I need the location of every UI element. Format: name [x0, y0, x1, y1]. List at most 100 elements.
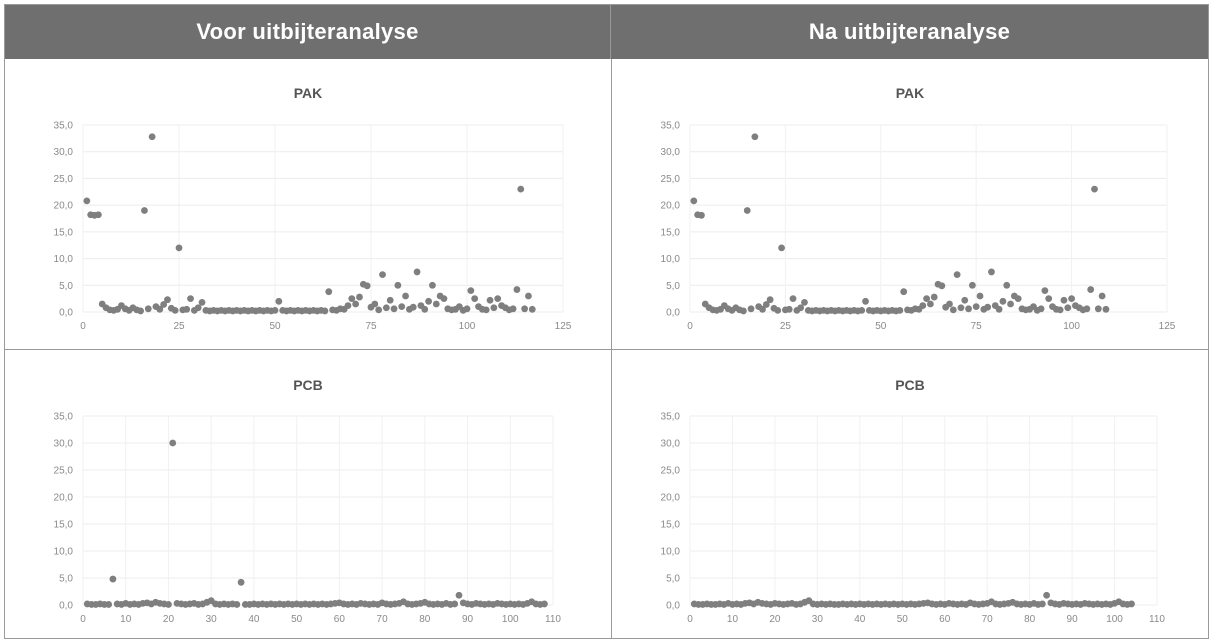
data-point — [923, 295, 930, 303]
data-point — [271, 306, 279, 314]
data-point — [789, 295, 797, 303]
data-point — [1014, 295, 1022, 303]
data-point — [1064, 304, 1072, 312]
data-point — [160, 301, 168, 308]
data-point — [344, 302, 352, 309]
data-point — [801, 298, 808, 306]
chart-title: PAK — [294, 85, 323, 101]
data-point — [541, 600, 548, 608]
y-tick-label: 10,0 — [661, 547, 681, 558]
x-tick-label: 80 — [1024, 614, 1036, 625]
y-tick-label: 20,0 — [661, 493, 681, 504]
y-tick-label: 0,0 — [59, 308, 73, 319]
y-tick-label: 35,0 — [661, 121, 681, 132]
y-tick-label: 15,0 — [661, 520, 681, 531]
data-point — [766, 296, 774, 304]
y-tick-label: 0,0 — [666, 308, 680, 319]
chart-title: PCB — [293, 377, 323, 393]
data-point — [525, 292, 532, 300]
data-point — [1087, 286, 1095, 293]
data-point — [785, 305, 793, 313]
x-tick-label: 25 — [780, 321, 792, 332]
chart-cell-pcb-after: PCB 0,0 5,0 10,0 15,0 20,0 25,0 30,0 35,0 0 10 20 30… — [612, 350, 1208, 638]
data-point — [517, 185, 525, 193]
data-point — [171, 306, 179, 314]
chart-cell-pak-before: PAK 0,0 5,0 10,0 15,0 20,0 25,0 30,0 35,0 0 25 50 75… — [5, 60, 611, 349]
x-tick-label: 20 — [163, 614, 175, 625]
x-tick-label: 0 — [80, 321, 86, 332]
data-point — [490, 304, 498, 312]
y-tick-label: 25,0 — [661, 466, 681, 477]
y-tick-label: 5,0 — [666, 574, 680, 585]
data-point — [386, 296, 394, 304]
data-point — [747, 305, 755, 313]
data-point — [961, 296, 969, 304]
y-tick-label: 0,0 — [59, 601, 73, 612]
y-tick-label: 15,0 — [661, 227, 681, 238]
data-point — [858, 306, 866, 314]
data-point — [1043, 591, 1051, 599]
data-point — [363, 282, 371, 290]
y-tick-label: 30,0 — [54, 147, 74, 158]
data-point — [949, 306, 957, 314]
data-point — [740, 307, 747, 315]
data-point — [109, 575, 117, 583]
comparison-panel: Voor uitbijteranalyse Na uitbijteranalys… — [4, 4, 1209, 639]
pak-after-chart: PAK 0,0 5,0 10,0 15,0 20,0 25,0 30,0 35,0 0 25 50 75… — [661, 85, 1176, 332]
y-tick-label: 20,0 — [54, 201, 74, 212]
header-after-outlier-analysis: Na uitbijteranalyse — [611, 5, 1208, 59]
data-point — [999, 297, 1007, 305]
x-tick-label: 100 — [1106, 614, 1123, 625]
data-point — [455, 591, 463, 599]
y-tick-label: 15,0 — [54, 227, 74, 238]
x-tick-label: 90 — [1067, 614, 1079, 625]
y-tick-label: 35,0 — [661, 412, 681, 423]
x-tick-label: 50 — [291, 614, 303, 625]
vertical-divider — [611, 59, 612, 638]
x-tick-label: 0 — [687, 321, 693, 332]
data-point — [1094, 305, 1102, 313]
data-point — [690, 197, 698, 205]
header-left-label: Voor uitbijteranalyse — [196, 19, 419, 44]
y-tick-label: 25,0 — [54, 174, 74, 185]
x-tick-label: 90 — [462, 614, 474, 625]
data-point — [927, 300, 934, 308]
y-tick-label: 10,0 — [54, 254, 74, 265]
data-point — [105, 601, 113, 608]
y-tick-label: 5,0 — [59, 281, 73, 292]
data-point — [1128, 600, 1135, 608]
data-point — [467, 287, 475, 295]
x-tick-label: 60 — [939, 614, 951, 625]
x-tick-label: 100 — [502, 614, 519, 625]
data-point — [141, 207, 148, 214]
data-point — [382, 304, 390, 312]
y-tick-label: 5,0 — [666, 281, 680, 292]
data-point — [900, 288, 908, 296]
data-point — [233, 601, 241, 608]
data-point — [521, 305, 528, 313]
data-point — [528, 305, 536, 313]
chart-cell-pcb-before: PCB 0,0 5,0 10,0 15,0 20,0 25,0 30,0 35,0 0 10 20 30… — [5, 350, 611, 638]
data-point — [957, 304, 965, 312]
data-point — [759, 305, 766, 313]
chart-title: PCB — [895, 377, 925, 393]
data-point — [390, 305, 398, 313]
x-tick-label: 70 — [377, 614, 389, 625]
data-point — [187, 295, 194, 303]
x-tick-label: 75 — [365, 321, 377, 332]
x-tick-label: 20 — [769, 614, 781, 625]
data-point — [440, 295, 448, 303]
data-point — [762, 301, 770, 308]
data-point — [482, 306, 490, 314]
data-point — [486, 296, 494, 304]
data-point — [1041, 287, 1049, 295]
data-point — [946, 300, 953, 308]
x-tick-label: 0 — [687, 614, 693, 625]
data-point — [965, 305, 972, 313]
y-tick-label: 20,0 — [661, 201, 681, 212]
data-point — [137, 307, 145, 315]
y-tick-label: 15,0 — [54, 520, 74, 531]
x-tick-label: 110 — [545, 614, 561, 625]
data-point — [237, 578, 245, 586]
data-point — [751, 133, 759, 141]
